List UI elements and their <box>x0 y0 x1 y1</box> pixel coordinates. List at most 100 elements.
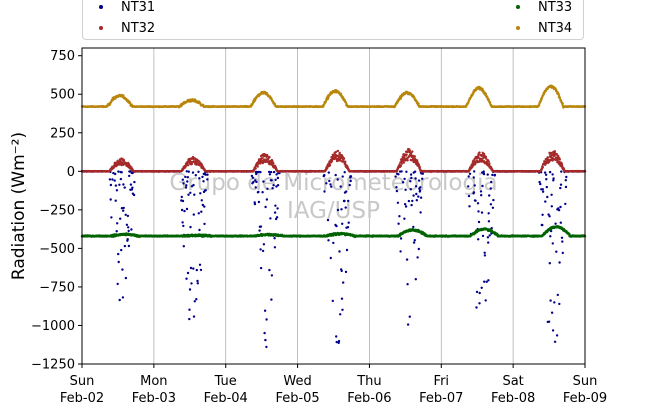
data-point <box>474 199 477 202</box>
data-point <box>110 216 113 219</box>
data-point <box>467 185 470 188</box>
data-point <box>276 207 279 210</box>
data-point <box>120 207 124 210</box>
data-point <box>275 216 279 219</box>
data-point <box>344 206 347 209</box>
data-point <box>270 179 273 182</box>
data-point <box>186 180 189 183</box>
data-point <box>406 159 409 162</box>
data-point <box>336 208 340 212</box>
data-point <box>551 242 554 245</box>
data-point <box>419 186 422 189</box>
data-point <box>541 223 544 227</box>
data-point <box>183 209 186 213</box>
data-point <box>181 221 184 224</box>
data-point <box>197 212 200 215</box>
data-point <box>565 175 568 179</box>
data-point <box>545 178 548 181</box>
data-point <box>259 248 262 251</box>
data-point <box>467 175 470 178</box>
data-point <box>271 187 274 190</box>
data-point <box>108 178 112 181</box>
data-point <box>268 268 271 272</box>
data-point <box>405 170 408 173</box>
data-point <box>394 175 397 178</box>
data-point <box>559 186 562 190</box>
data-point <box>185 207 189 211</box>
data-point <box>204 173 207 176</box>
data-point <box>202 180 205 183</box>
data-point <box>273 237 276 240</box>
data-point <box>269 217 272 220</box>
data-point <box>550 193 553 196</box>
data-point <box>268 173 272 176</box>
data-point <box>491 173 494 177</box>
data-point <box>115 230 118 233</box>
data-point <box>268 155 271 159</box>
data-point <box>186 176 189 179</box>
data-point <box>408 315 411 318</box>
data-point <box>265 345 268 349</box>
data-point <box>475 306 478 309</box>
data-point <box>261 191 264 194</box>
data-point <box>409 173 413 176</box>
data-point <box>477 210 480 213</box>
data-point <box>259 266 263 270</box>
data-point <box>349 179 352 183</box>
data-point <box>186 164 190 167</box>
data-point <box>265 318 268 321</box>
data-point <box>124 213 127 216</box>
data-point <box>323 173 326 177</box>
series-nt31 <box>80 169 587 349</box>
data-point <box>399 164 403 167</box>
data-point <box>330 185 333 188</box>
data-point <box>468 172 472 175</box>
data-point <box>340 208 343 211</box>
data-point <box>476 202 480 205</box>
data-point <box>541 188 544 191</box>
data-point <box>543 171 547 174</box>
data-point <box>336 149 340 153</box>
data-point <box>486 236 490 239</box>
data-point <box>273 211 277 214</box>
data-point <box>126 238 129 241</box>
data-point <box>559 221 562 224</box>
data-point <box>349 175 353 178</box>
data-point <box>405 153 408 156</box>
data-point <box>117 260 120 264</box>
data-point <box>198 263 202 266</box>
data-point <box>472 176 475 179</box>
data-point <box>561 240 564 243</box>
data-point <box>558 261 561 264</box>
data-point <box>251 176 255 179</box>
data-point <box>487 241 490 244</box>
data-point <box>547 320 551 323</box>
data-point <box>270 298 273 301</box>
data-point <box>187 170 190 173</box>
data-point <box>129 183 133 186</box>
data-point <box>122 183 125 186</box>
data-point <box>467 194 471 198</box>
data-point <box>196 279 199 283</box>
data-point <box>122 206 125 210</box>
data-point <box>343 199 346 203</box>
data-point <box>549 235 552 238</box>
data-point <box>327 171 330 174</box>
data-point <box>192 267 195 270</box>
data-point <box>130 228 133 231</box>
data-point <box>548 215 551 218</box>
data-point <box>478 151 481 154</box>
data-point <box>490 180 493 184</box>
data-point <box>401 181 405 184</box>
data-point <box>409 180 412 183</box>
data-point <box>329 256 332 260</box>
data-point <box>336 178 339 181</box>
data-point <box>184 186 188 189</box>
data-point <box>335 335 338 338</box>
data-point <box>395 189 399 193</box>
data-point <box>334 173 337 177</box>
data-point <box>553 340 557 343</box>
data-point <box>550 311 554 314</box>
data-point <box>480 211 484 214</box>
